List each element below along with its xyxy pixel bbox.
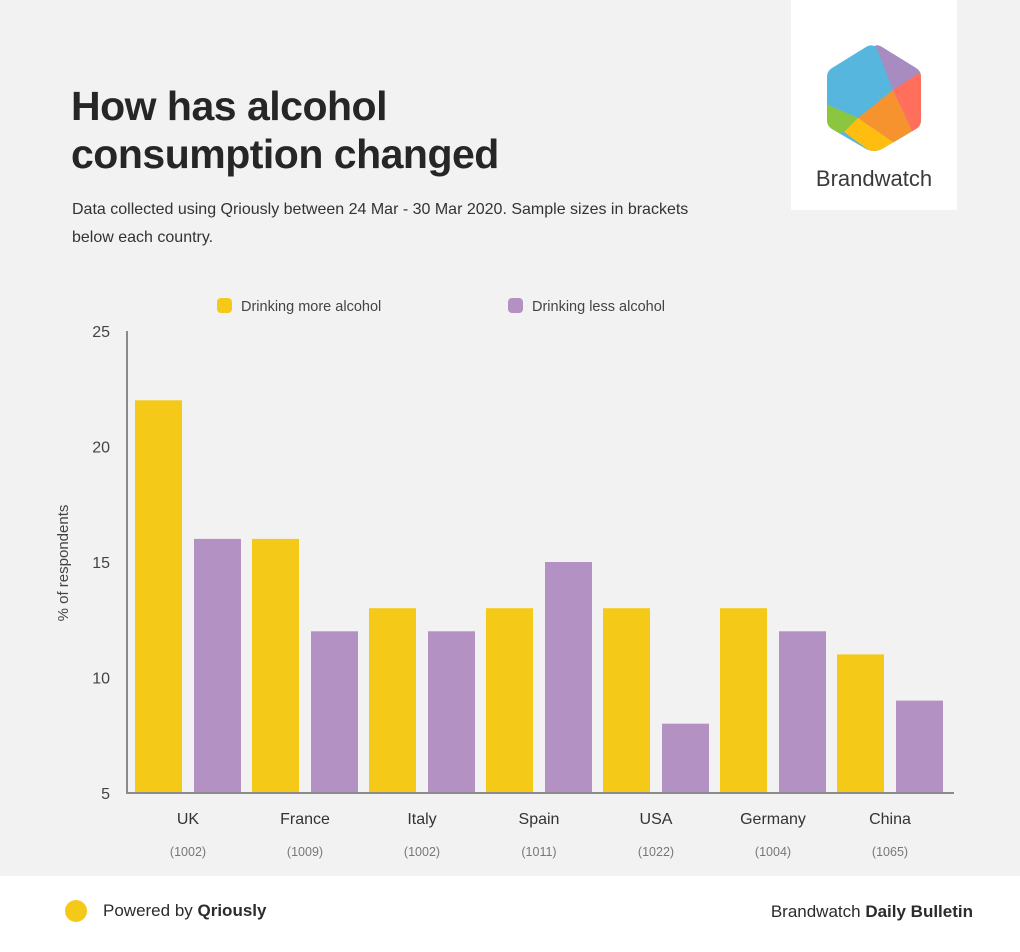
sample-size-label: (1011) (521, 845, 556, 859)
powered-by-prefix: Powered by (103, 901, 198, 920)
y-tick-label: 15 (92, 555, 110, 572)
brand-logo-text: Brandwatch (815, 166, 933, 191)
bar-chart: Drinking more alcohol Drinking less alcoh… (55, 298, 954, 859)
legend-label: Drinking less alcohol (532, 299, 665, 315)
chart-subtitle: Data collected using Qriously between 24… (72, 201, 689, 246)
x-tick-label: UK (177, 811, 200, 828)
sample-size-label: (1009) (287, 845, 323, 859)
bar-more-usa (603, 608, 650, 793)
x-tick-label: China (869, 811, 911, 828)
bar-more-spain (486, 608, 533, 793)
sample-size-label: (1002) (404, 845, 440, 859)
bar-more-germany (720, 608, 767, 793)
y-tick-label: 25 (92, 324, 110, 341)
legend-swatch (508, 298, 523, 313)
logo-segment-yellow (844, 118, 896, 152)
bars (135, 400, 943, 793)
y-tick-label: 5 (101, 786, 110, 803)
y-axis-ticks: 5 10 15 20 25 (92, 324, 110, 803)
bar-less-italy (428, 631, 475, 793)
chart-legend: Drinking more alcohol Drinking less alcoh… (217, 298, 665, 315)
x-tick-label: Germany (740, 811, 806, 828)
x-tick-label: Spain (519, 811, 560, 828)
x-tick-label: USA (640, 811, 673, 828)
bar-less-germany (779, 631, 826, 793)
bar-more-uk (135, 400, 182, 793)
daily-bulletin-bold: Daily Bulletin (865, 902, 973, 921)
sample-size-label: (1002) (170, 845, 206, 859)
x-tick-label: Italy (407, 811, 436, 828)
qriously-dot-icon (65, 900, 87, 922)
x-tick-label: France (280, 811, 330, 828)
sample-size-label: (1004) (755, 845, 791, 859)
sample-size-label: (1022) (638, 845, 674, 859)
bar-more-china (837, 654, 884, 793)
brand-logo-card: Brandwatch (791, 0, 957, 210)
powered-by-brand: Qriously (197, 901, 267, 920)
x-axis-ticks: UK (1002) France (1009) Italy (1002) Spain (101… (170, 811, 911, 859)
bar-less-france (311, 631, 358, 793)
powered-by-text: Powered by Qriously (103, 901, 266, 921)
bar-less-uk (194, 538, 241, 793)
logo-segment-green (827, 104, 858, 136)
sample-size-label: (1065) (872, 845, 908, 859)
y-tick-label: 20 (92, 440, 110, 457)
y-tick-label: 10 (92, 671, 110, 688)
legend-label: Drinking more alcohol (241, 299, 381, 315)
daily-bulletin-text: Brandwatch Daily Bulletin (771, 902, 973, 922)
bar-more-france (252, 538, 299, 793)
bar-less-usa (662, 723, 709, 793)
y-axis-label: % of respondents (55, 505, 72, 622)
bar-less-spain (545, 562, 592, 793)
legend-swatch (217, 298, 232, 313)
chart-title: How has alcohol consumption changed (71, 83, 499, 177)
bar-more-italy (369, 608, 416, 793)
footer: Powered by Qriously Brandwatch Daily Bul… (0, 876, 1020, 952)
bar-less-china (896, 700, 943, 793)
logo-segment-orange (858, 90, 912, 144)
daily-bulletin-prefix: Brandwatch (770, 902, 866, 921)
brandwatch-hexagon-icon (827, 45, 921, 152)
